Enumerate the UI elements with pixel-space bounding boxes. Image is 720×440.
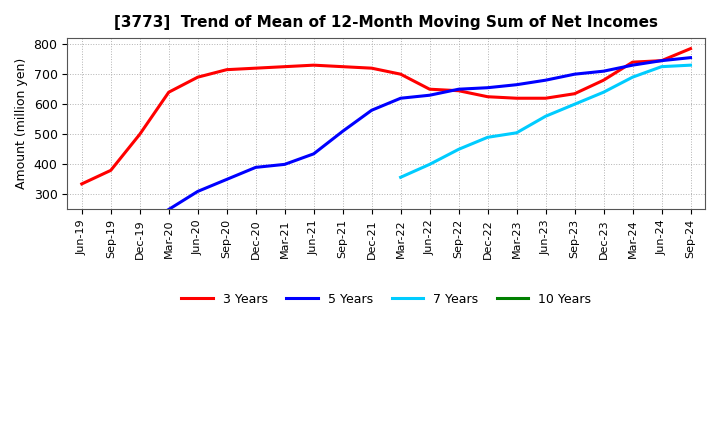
Line: 5 Years: 5 Years (168, 58, 690, 209)
7 Years (396, 175, 405, 180)
5 Years (483, 85, 492, 90)
5 Years (570, 72, 579, 77)
5 Years (629, 62, 637, 68)
3 Years (570, 91, 579, 96)
5 Years (426, 92, 434, 98)
3 Years (396, 72, 405, 77)
3 Years (657, 58, 666, 63)
3 Years (194, 74, 202, 80)
3 Years (686, 46, 695, 51)
3 Years (78, 181, 86, 187)
3 Years (541, 95, 550, 101)
3 Years (107, 168, 115, 173)
3 Years (280, 64, 289, 70)
3 Years (629, 59, 637, 65)
3 Years (454, 88, 463, 93)
Line: 7 Years: 7 Years (400, 65, 690, 177)
7 Years (657, 64, 666, 70)
7 Years (570, 102, 579, 107)
5 Years (396, 95, 405, 101)
7 Years (512, 130, 521, 136)
3 Years (135, 132, 144, 137)
5 Years (194, 189, 202, 194)
7 Years (541, 114, 550, 119)
5 Years (310, 151, 318, 157)
5 Years (164, 207, 173, 212)
5 Years (251, 165, 260, 170)
3 Years (483, 94, 492, 99)
5 Years (599, 69, 608, 74)
5 Years (280, 162, 289, 167)
5 Years (686, 55, 695, 60)
5 Years (512, 82, 521, 88)
3 Years (426, 87, 434, 92)
Legend: 3 Years, 5 Years, 7 Years, 10 Years: 3 Years, 5 Years, 7 Years, 10 Years (176, 288, 596, 311)
Line: 3 Years: 3 Years (82, 49, 690, 184)
Title: [3773]  Trend of Mean of 12-Month Moving Sum of Net Incomes: [3773] Trend of Mean of 12-Month Moving … (114, 15, 658, 30)
5 Years (338, 128, 347, 134)
3 Years (367, 66, 376, 71)
3 Years (310, 62, 318, 68)
5 Years (367, 108, 376, 113)
7 Years (483, 135, 492, 140)
5 Years (657, 58, 666, 63)
3 Years (338, 64, 347, 70)
5 Years (541, 77, 550, 83)
3 Years (599, 77, 608, 83)
3 Years (222, 67, 231, 72)
5 Years (222, 177, 231, 182)
7 Years (454, 147, 463, 152)
7 Years (426, 162, 434, 167)
3 Years (164, 90, 173, 95)
Y-axis label: Amount (million yen): Amount (million yen) (15, 58, 28, 189)
7 Years (599, 90, 608, 95)
5 Years (454, 87, 463, 92)
7 Years (629, 74, 637, 80)
3 Years (251, 66, 260, 71)
7 Years (686, 62, 695, 68)
3 Years (512, 95, 521, 101)
